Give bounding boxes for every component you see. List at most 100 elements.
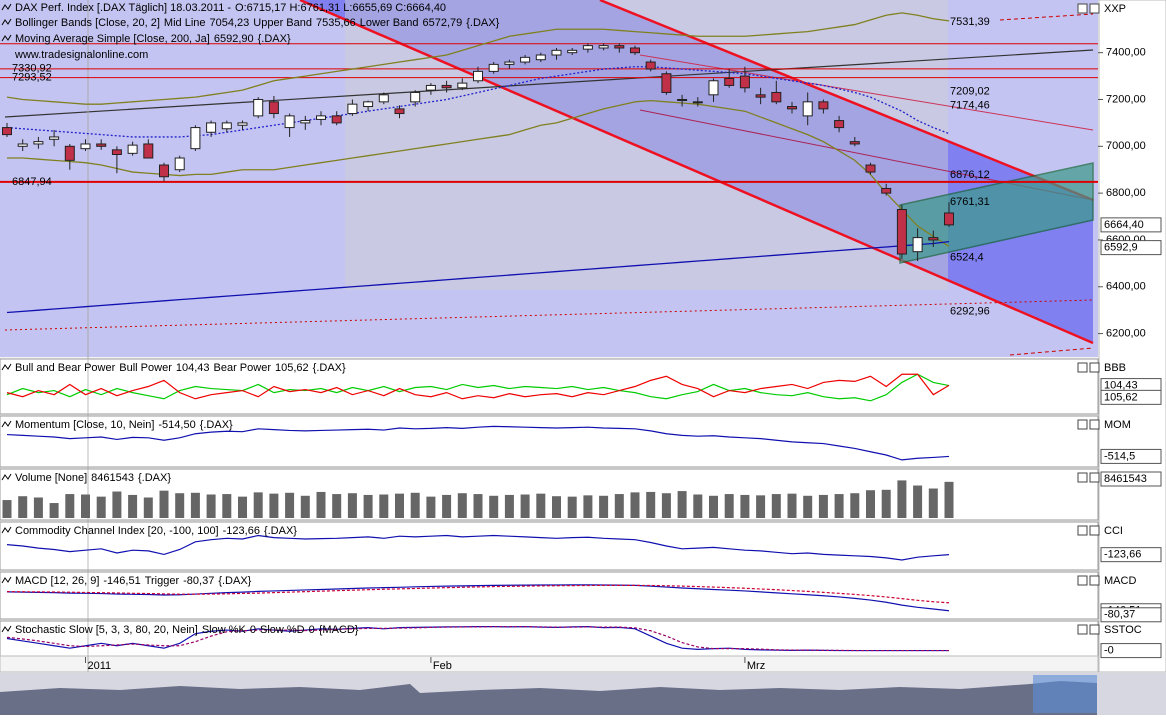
volume-bar — [128, 494, 138, 518]
panel-button[interactable] — [1077, 3, 1088, 14]
legend-entry: Slow %K — [202, 624, 247, 636]
volume-bar — [18, 496, 28, 518]
watermark: www.tradesignalonline.com — [14, 49, 148, 61]
volume-bar — [2, 500, 12, 518]
navigator-area — [0, 681, 1097, 715]
candle-body — [708, 80, 719, 96]
candle-body — [457, 82, 468, 89]
level-label: 7209,02 — [950, 85, 990, 97]
legend-value: 0 — [309, 624, 315, 636]
panel-button[interactable] — [1077, 575, 1088, 586]
panel — [0, 521, 1099, 571]
legend-source: {.DAX} — [200, 419, 233, 431]
panel-button[interactable] — [1089, 419, 1100, 430]
panel-button[interactable] — [1089, 362, 1100, 373]
candle-body — [473, 70, 483, 82]
value-box — [1100, 607, 1162, 623]
candle-body — [582, 45, 593, 50]
candle-body — [17, 143, 28, 147]
legend-value: 7535,66 — [316, 17, 356, 29]
legend-source: {MACD} — [319, 624, 359, 636]
candle-body — [567, 49, 578, 54]
candle-body — [378, 94, 389, 103]
indicator-line — [6, 12, 950, 105]
panel-button[interactable] — [1077, 362, 1088, 373]
volume-bar — [112, 491, 122, 518]
indicator-icon — [1, 473, 12, 481]
indicator-line — [6, 373, 950, 400]
panel-button[interactable] — [1077, 472, 1088, 483]
candle-body — [441, 84, 452, 89]
volume-bar — [787, 493, 797, 518]
candle-body — [316, 115, 326, 120]
candle-body — [49, 136, 60, 140]
candle-body — [645, 61, 656, 70]
candle-body — [771, 91, 782, 103]
indicator-icon — [1, 34, 12, 42]
panel-button[interactable] — [1089, 3, 1100, 14]
level-label: 7174,46 — [950, 99, 990, 111]
panel-title: Stochastic Slow [5, 3, 3, 80, 20, Nein] — [15, 624, 198, 636]
indicator-line — [6, 66, 950, 138]
y-tick-label: 6200,00 — [1106, 327, 1146, 339]
axis-value-label: 104,43 — [1104, 380, 1138, 392]
candle-body — [410, 91, 421, 103]
panel-button[interactable] — [1089, 624, 1100, 635]
volume-bar — [426, 496, 436, 518]
candle-body — [300, 120, 311, 124]
indicator-icon — [1, 3, 12, 11]
indicator-icon — [1, 576, 12, 584]
panel — [0, 358, 1099, 415]
volume-bar — [881, 489, 891, 518]
ohlc-label: O:6715,17 H:6761,31 L:6655,69 C:6664,40 — [235, 2, 446, 14]
volume-bar — [190, 492, 200, 518]
panel-button[interactable] — [1077, 419, 1088, 430]
candle-body — [630, 47, 640, 54]
candle-body — [33, 141, 44, 145]
volume-bar — [489, 495, 499, 518]
candle-body — [111, 149, 122, 156]
level-label: 6524,4 — [950, 252, 984, 264]
panel-button[interactable] — [1089, 472, 1100, 483]
navigator-window[interactable] — [1033, 675, 1097, 713]
last-price-label: 6664,40 — [1104, 219, 1144, 231]
candle-body — [143, 143, 154, 159]
value-box — [1100, 240, 1162, 256]
candle-body — [928, 237, 939, 241]
indicator-line — [6, 373, 950, 402]
volume-bar — [347, 493, 357, 518]
volume-bar — [771, 494, 781, 518]
panel-title: MACD [12, 26, 9] — [15, 575, 99, 587]
volume-bar — [897, 480, 907, 518]
candle-body — [865, 164, 876, 173]
panel-button[interactable] — [1089, 575, 1100, 586]
panel — [0, 571, 1099, 620]
axis-title: MOM — [1104, 419, 1131, 431]
trend-line — [599, 0, 1094, 202]
panel-title: Momentum [Close, 10, Nein] — [15, 419, 154, 431]
axis-value-label: 8461543 — [1104, 473, 1147, 485]
legend-value: -146,51 — [103, 575, 140, 587]
candle-body — [944, 212, 954, 226]
x-tick-label: 2011 — [88, 660, 112, 672]
axis-value-label: -514,5 — [1104, 450, 1135, 462]
volume-bar — [33, 497, 43, 518]
legend-title: Bollinger Bands [Close, 20, 2] — [15, 17, 160, 29]
panel-button[interactable] — [1077, 525, 1088, 536]
volume-bar — [866, 490, 875, 518]
candle-body — [787, 106, 797, 110]
candle-body — [755, 94, 766, 98]
legend-source: {.DAX} — [218, 575, 251, 587]
legend-entry: Mid Line — [164, 17, 206, 29]
volume-bar — [709, 495, 718, 518]
axis-title: BBB — [1104, 362, 1126, 374]
volume-bar — [332, 494, 342, 518]
panel-button[interactable] — [1089, 525, 1100, 536]
panel-button[interactable] — [1077, 624, 1088, 635]
volume-bar — [379, 494, 389, 518]
date-axis — [0, 655, 1099, 673]
indicator-icon — [1, 420, 12, 428]
indicator-icon — [1, 526, 12, 534]
level-label: 7293,52 — [12, 72, 52, 84]
candle-body — [174, 157, 185, 171]
